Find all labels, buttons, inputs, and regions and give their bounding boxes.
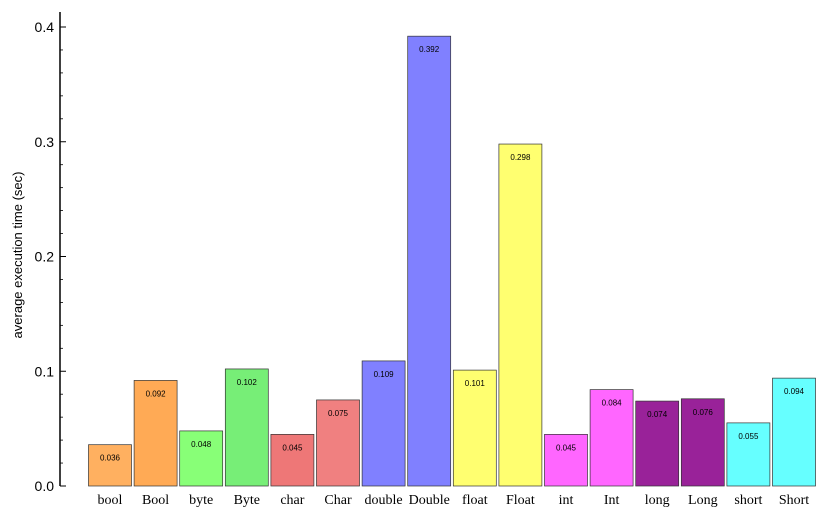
bar-float (452, 369, 497, 487)
x-tick-label: Long (688, 493, 718, 508)
bar-double (407, 35, 452, 487)
x-tick-label: Bool (142, 493, 169, 508)
y-tick-label: 0.3 (35, 134, 55, 150)
bar-short (772, 377, 816, 487)
x-tick-label: bool (98, 493, 123, 508)
bars: 0.036 0.092 0.048 0.102 0.045 0.075 0.109 0.392… (88, 35, 816, 487)
bar-short (726, 422, 771, 487)
data-label: 0.045 (556, 443, 577, 452)
x-tick-label: Char (324, 493, 352, 508)
y-axis-title: average execution time (sec) (10, 172, 25, 339)
data-label: 0.084 (602, 399, 623, 408)
x-tick-label: Byte (234, 493, 260, 508)
bar-bool (88, 444, 132, 487)
bar-byte (224, 368, 269, 487)
data-label: 0.075 (328, 409, 349, 418)
bar-long (635, 400, 680, 487)
data-label: 0.048 (191, 440, 212, 449)
x-tick-label: Short (779, 493, 809, 508)
bar-int (589, 389, 634, 487)
data-label: 0.074 (647, 410, 668, 419)
y-tick-label: 0.2 (35, 249, 55, 265)
y-tick-label: 0.4 (35, 19, 55, 35)
x-tick-label: double (365, 493, 403, 508)
data-label: 0.036 (100, 454, 121, 463)
data-label: 0.055 (738, 432, 759, 441)
x-axis-labels: bool Bool byte Byte char Char double Double floa… (98, 493, 810, 508)
x-tick-label: int (559, 493, 574, 508)
data-label: 0.392 (419, 45, 440, 54)
x-tick-label: Int (604, 493, 620, 508)
y-axis: 0.0 0.1 0.2 0.3 0.4 (35, 12, 66, 494)
x-tick-label: byte (189, 493, 213, 508)
data-label: 0.102 (237, 378, 258, 387)
bar-byte (179, 430, 224, 487)
data-label: 0.045 (282, 443, 303, 452)
data-label: 0.092 (146, 389, 167, 398)
bar-long (680, 398, 725, 487)
y-tick-label: 0.1 (35, 363, 55, 379)
x-tick-label: short (734, 493, 762, 508)
x-tick-label: Float (506, 493, 535, 508)
data-label: 0.094 (784, 387, 805, 396)
data-label: 0.101 (465, 379, 486, 388)
bar-int (544, 434, 588, 487)
bar-bool (133, 380, 178, 487)
bar-float (498, 143, 543, 487)
data-label: 0.298 (510, 153, 531, 162)
data-label: 0.109 (374, 370, 395, 379)
x-tick-label: float (462, 493, 488, 508)
data-label: 0.076 (693, 408, 714, 417)
bar-char (270, 434, 315, 487)
x-tick-label: Double (409, 493, 450, 508)
bar-double (361, 360, 406, 487)
x-tick-label: long (645, 493, 670, 508)
bar-char (316, 399, 360, 487)
y-tick-label: 0.0 (35, 478, 55, 494)
x-tick-label: char (280, 493, 304, 508)
